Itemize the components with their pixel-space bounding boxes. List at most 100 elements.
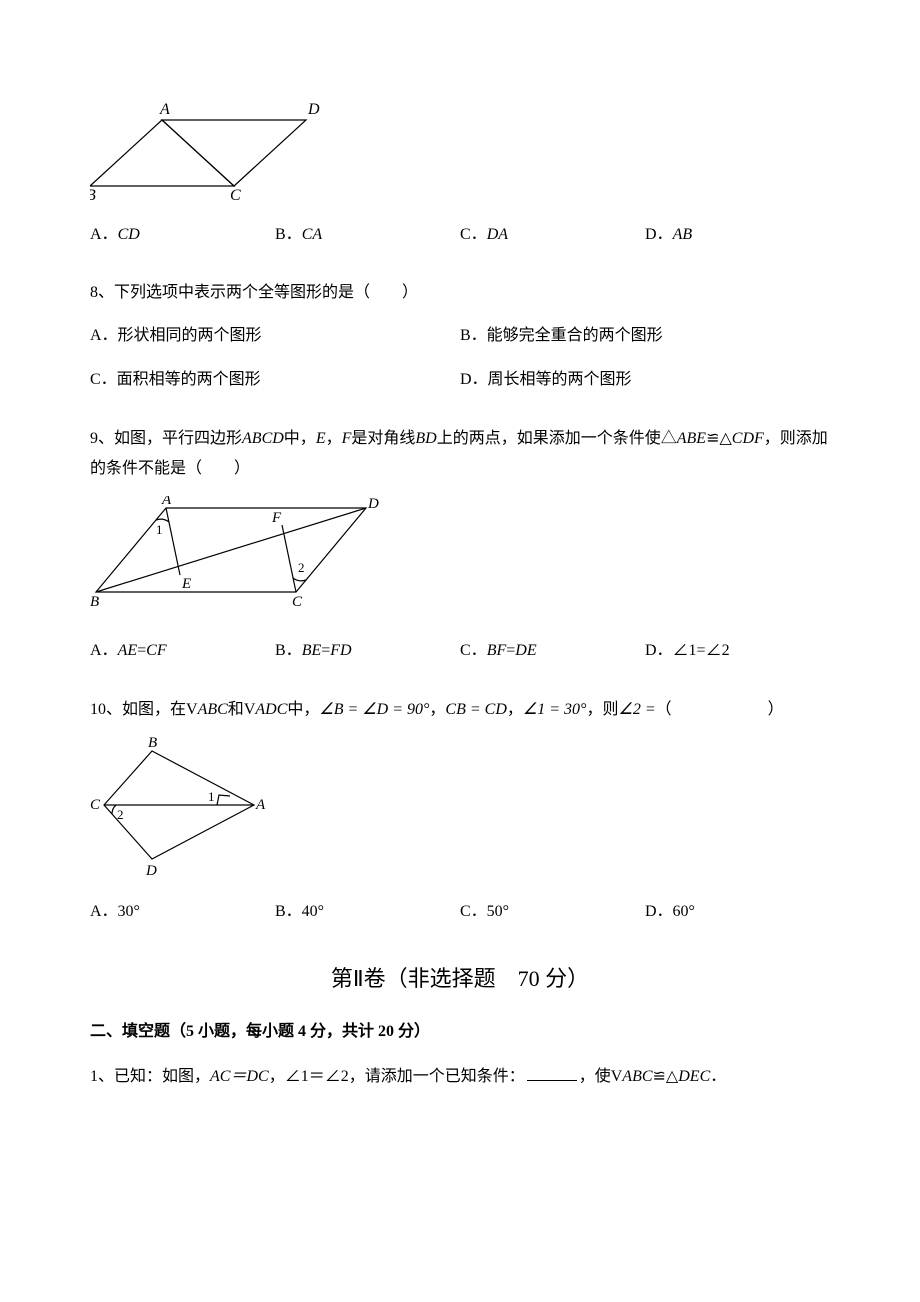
opt-prefix: A． bbox=[90, 642, 118, 659]
q9-label-B: B bbox=[90, 594, 99, 610]
txt: ABC bbox=[622, 1068, 652, 1085]
txt: ，∠1＝∠2，请添加一个已知条件： bbox=[269, 1068, 525, 1085]
txt: 中， bbox=[284, 430, 316, 447]
section2-sub: 二、填空题（5 小题，每小题 4 分，共计 20 分） bbox=[90, 1017, 830, 1047]
q7-label-A: A bbox=[159, 101, 170, 118]
q7-opt-C[interactable]: C．DA bbox=[460, 220, 645, 250]
txt: ， bbox=[429, 701, 445, 718]
txt: ， bbox=[326, 430, 342, 447]
txt: ABE bbox=[677, 430, 706, 447]
q9-opt-D[interactable]: D．∠1=∠2 bbox=[645, 636, 830, 666]
opt-prefix: C． bbox=[460, 642, 487, 659]
txt: = bbox=[506, 642, 515, 659]
q7-opt-A[interactable]: A．CD bbox=[90, 220, 275, 250]
txt: ABCD bbox=[242, 430, 284, 447]
q9-label-A: A bbox=[161, 496, 172, 508]
q10-figure: A B C D 1 2 bbox=[90, 737, 830, 877]
txt: BD bbox=[415, 430, 436, 447]
q9-opt-B[interactable]: B．BE=FD bbox=[275, 636, 460, 666]
q10-label-B: B bbox=[148, 737, 157, 751]
txt: ABC bbox=[198, 701, 228, 718]
txt: CF bbox=[146, 642, 166, 659]
opt-text: DA bbox=[487, 226, 508, 243]
q9-label-F: F bbox=[271, 510, 282, 526]
opt-prefix: A． bbox=[90, 226, 118, 243]
section2-title: 第Ⅱ卷（非选择题 70 分） bbox=[90, 958, 830, 1000]
opt-text: CA bbox=[302, 226, 322, 243]
txt: CDF bbox=[732, 430, 764, 447]
q8-opt-D[interactable]: D．周长相等的两个图形 bbox=[460, 365, 830, 395]
txt: V bbox=[186, 701, 198, 718]
txt: ∠B = ∠D = 90° bbox=[319, 701, 429, 718]
q9-figure: A B C D E F 1 2 bbox=[90, 496, 830, 616]
q10-svg: A B C D 1 2 bbox=[90, 737, 270, 877]
opt-prefix: B． bbox=[275, 226, 302, 243]
txt: ，使 bbox=[579, 1068, 611, 1085]
q7-label-C: C bbox=[230, 187, 241, 200]
txt: ≌△ bbox=[706, 430, 732, 447]
q9-label-D: D bbox=[367, 496, 379, 512]
txt: CB = CD bbox=[445, 701, 506, 718]
txt: ，则 bbox=[586, 701, 618, 718]
txt: V bbox=[611, 1068, 623, 1085]
q10-label-C: C bbox=[90, 797, 101, 813]
q10-opt-C[interactable]: C．50° bbox=[460, 897, 645, 927]
txt: 1、已知：如图， bbox=[90, 1068, 210, 1085]
opt-text: CD bbox=[118, 226, 140, 243]
q9-stem: 9、如图，平行四边形ABCD中，E，F是对角线BD上的两点，如果添加一个条件使△… bbox=[90, 424, 830, 485]
q9-options: A．AE=CF B．BE=FD C．BF=DE D．∠1=∠2 bbox=[90, 636, 830, 666]
q10-opt-D[interactable]: D．60° bbox=[645, 897, 830, 927]
q9-opt-C[interactable]: C．BF=DE bbox=[460, 636, 645, 666]
q7-label-B: B bbox=[90, 187, 96, 200]
txt: 上的两点，如果添加一个条件使△ bbox=[437, 430, 677, 447]
q10-label-A: A bbox=[255, 797, 266, 813]
txt: ∠1 = 30° bbox=[523, 701, 587, 718]
txt: 是对角线 bbox=[351, 430, 415, 447]
txt: ∠2 = bbox=[618, 701, 655, 718]
txt: DEC bbox=[678, 1068, 710, 1085]
txt: AC＝DC bbox=[210, 1068, 269, 1085]
txt: 和 bbox=[228, 701, 244, 718]
txt: = bbox=[321, 642, 330, 659]
txt: = bbox=[137, 642, 146, 659]
q8-opt-A[interactable]: A．形状相同的两个图形 bbox=[90, 321, 460, 351]
txt: 中， bbox=[287, 701, 319, 718]
txt: （ ） bbox=[656, 701, 784, 718]
opt-text: D．∠1=∠2 bbox=[645, 642, 730, 659]
txt: ≌△ bbox=[653, 1068, 679, 1085]
q8-opt-C[interactable]: C．面积相等的两个图形 bbox=[90, 365, 460, 395]
txt: ， bbox=[507, 701, 523, 718]
q8-options: A．形状相同的两个图形 B．能够完全重合的两个图形 C．面积相等的两个图形 D．… bbox=[90, 321, 830, 396]
opt-text: AB bbox=[673, 226, 693, 243]
opt-prefix: D． bbox=[645, 226, 673, 243]
txt: BF bbox=[487, 642, 507, 659]
q7-opt-D[interactable]: D．AB bbox=[645, 220, 830, 250]
q7-options: A．CD B．CA C．DA D．AB bbox=[90, 220, 830, 250]
q7-opt-B[interactable]: B．CA bbox=[275, 220, 460, 250]
q7-figure: A B C D bbox=[90, 100, 830, 200]
q9-opt-A[interactable]: A．AE=CF bbox=[90, 636, 275, 666]
txt: DE bbox=[515, 642, 536, 659]
q10-options: A．30° B．40° C．50° D．60° bbox=[90, 897, 830, 927]
txt: AE bbox=[118, 642, 138, 659]
q10-opt-B[interactable]: B．40° bbox=[275, 897, 460, 927]
q10-opt-A[interactable]: A．30° bbox=[90, 897, 275, 927]
txt: BE bbox=[302, 642, 322, 659]
txt: ． bbox=[710, 1068, 726, 1085]
txt: E bbox=[316, 430, 326, 447]
fill-q1: 1、已知：如图，AC＝DC，∠1＝∠2，请添加一个已知条件： ，使VABC≌△DE… bbox=[90, 1062, 830, 1092]
q8-stem: 8、下列选项中表示两个全等图形的是（ ） bbox=[90, 278, 830, 308]
q8-opt-B[interactable]: B．能够完全重合的两个图形 bbox=[460, 321, 830, 351]
fill-blank[interactable] bbox=[527, 1064, 577, 1081]
txt: FD bbox=[330, 642, 351, 659]
q9-label-C: C bbox=[292, 594, 303, 610]
q9-svg: A B C D E F 1 2 bbox=[90, 496, 386, 616]
q9-angle1: 1 bbox=[156, 522, 163, 537]
q10-angle1: 1 bbox=[208, 789, 215, 804]
q10-angle2: 2 bbox=[117, 807, 124, 822]
txt: 9、如图，平行四边形 bbox=[90, 430, 242, 447]
txt: F bbox=[342, 430, 352, 447]
txt: 10、如图，在 bbox=[90, 701, 186, 718]
opt-prefix: B． bbox=[275, 642, 302, 659]
txt: ADC bbox=[255, 701, 287, 718]
